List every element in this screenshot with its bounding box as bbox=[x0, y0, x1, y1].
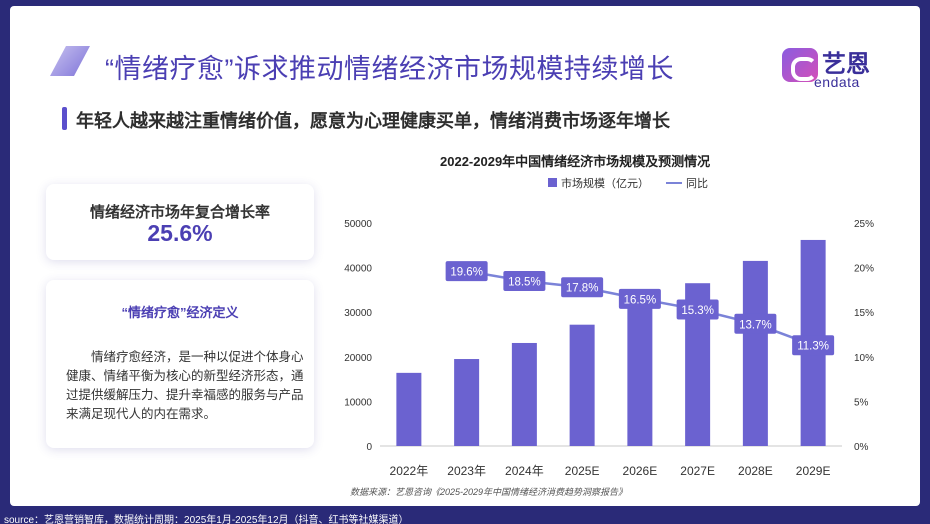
yoy-label: 18.5% bbox=[508, 276, 541, 288]
yoy-label: 17.8% bbox=[566, 283, 599, 295]
yoy-label-bg bbox=[618, 288, 661, 309]
bar-2025E bbox=[569, 324, 595, 446]
bar-2028E bbox=[742, 260, 768, 446]
y-left-tick-label: 10000 bbox=[344, 397, 372, 408]
x-tick-label: 2025E bbox=[565, 464, 600, 478]
market-size-chart: 市场规模（亿元） 同比 0 10000 20000 30000 40000 50000 0% 5%… bbox=[344, 176, 874, 497]
definition-title: “情绪疗愈”经济定义 bbox=[121, 305, 239, 320]
logo-mark-icon bbox=[782, 48, 818, 82]
yoy-label: 15.3% bbox=[681, 305, 714, 317]
x-tick-label: 2024年 bbox=[505, 464, 544, 478]
endata-logo: 艺恩 endata bbox=[782, 42, 892, 92]
yoy-label-bg bbox=[561, 277, 604, 298]
cagr-value: 25.6% bbox=[147, 220, 213, 246]
y-left-tick-label: 40000 bbox=[344, 264, 372, 275]
bar-2022年 bbox=[396, 372, 422, 446]
yoy-label-bg bbox=[676, 299, 719, 320]
yoy-label: 13.7% bbox=[739, 319, 772, 331]
y-left-tick-label: 30000 bbox=[344, 308, 372, 319]
y-left-tick-label: 20000 bbox=[344, 353, 372, 364]
logo-text-en: endata bbox=[814, 74, 860, 90]
slide: “情绪疗愈”诉求推动情绪经济市场规模持续增长 艺恩 endata 年轻人越来越注… bbox=[10, 6, 920, 506]
definition-text: 情绪疗愈经济，是一种以促进个体身心健康、情绪平衡为核心的新型经济形态，通过提供缓… bbox=[66, 350, 304, 421]
cagr-label: 情绪经济市场年复合增长率 bbox=[89, 204, 270, 221]
yoy-label-bg bbox=[503, 270, 546, 291]
x-tick-label: 2029E bbox=[796, 464, 831, 478]
yoy-label-bg bbox=[734, 313, 777, 334]
legend-line-label: 同比 bbox=[686, 177, 708, 190]
y-left-tick-label: 0 bbox=[366, 442, 372, 453]
y-right-tick-label: 20% bbox=[854, 264, 874, 275]
footer-source: source：艺恩营销智库，数据统计周期：2025年1月-2025年12月（抖音… bbox=[4, 515, 409, 524]
page-subtitle: 年轻人越来越注重情绪价值，愿意为心理健康买单，情绪消费市场逐年增长 bbox=[76, 111, 670, 131]
bar-2026E bbox=[627, 304, 653, 446]
legend-bar-swatch bbox=[548, 178, 557, 187]
y-left-tick-label: 50000 bbox=[344, 219, 372, 230]
y-right-tick-label: 5% bbox=[854, 397, 869, 408]
bar-2023年 bbox=[454, 359, 480, 446]
yoy-label: 11.3% bbox=[797, 341, 829, 353]
chart-source-note: 数据来源：艺恩咨询《2025-2029年中国情绪经济消费趋势洞察报告》 bbox=[350, 487, 627, 497]
y-right-tick-label: 0% bbox=[854, 442, 869, 453]
page-title: “情绪疗愈”诉求推动情绪经济市场规模持续增长 bbox=[105, 54, 674, 84]
x-tick-label: 2028E bbox=[738, 464, 773, 478]
y-right-tick-label: 25% bbox=[854, 219, 874, 230]
chart-title: 2022-2029年中国情绪经济市场规模及预测情况 bbox=[440, 154, 711, 169]
logo-text-cn: 艺恩 bbox=[822, 51, 870, 78]
yoy-label-bg bbox=[445, 261, 488, 282]
x-tick-label: 2023年 bbox=[447, 464, 486, 478]
cagr-card: 情绪经济市场年复合增长率 25.6% bbox=[46, 184, 314, 260]
x-tick-label: 2022年 bbox=[390, 464, 429, 478]
yoy-label: 19.6% bbox=[450, 267, 483, 279]
yoy-label-bg bbox=[792, 335, 835, 356]
legend-bar-label: 市场规模（亿元） bbox=[561, 176, 649, 190]
y-right-tick-label: 15% bbox=[854, 308, 874, 319]
x-tick-label: 2027E bbox=[680, 464, 715, 478]
x-tick-label: 2026E bbox=[623, 464, 658, 478]
subtitle-accent-bar bbox=[62, 107, 67, 130]
y-right-tick-label: 10% bbox=[854, 353, 874, 364]
definition-card: “情绪疗愈”经济定义 情绪疗愈经济，是一种以促进个体身心健康、情绪平衡为核心的新… bbox=[46, 280, 314, 448]
yoy-label: 16.5% bbox=[624, 294, 657, 306]
bar-2024年 bbox=[511, 342, 537, 446]
